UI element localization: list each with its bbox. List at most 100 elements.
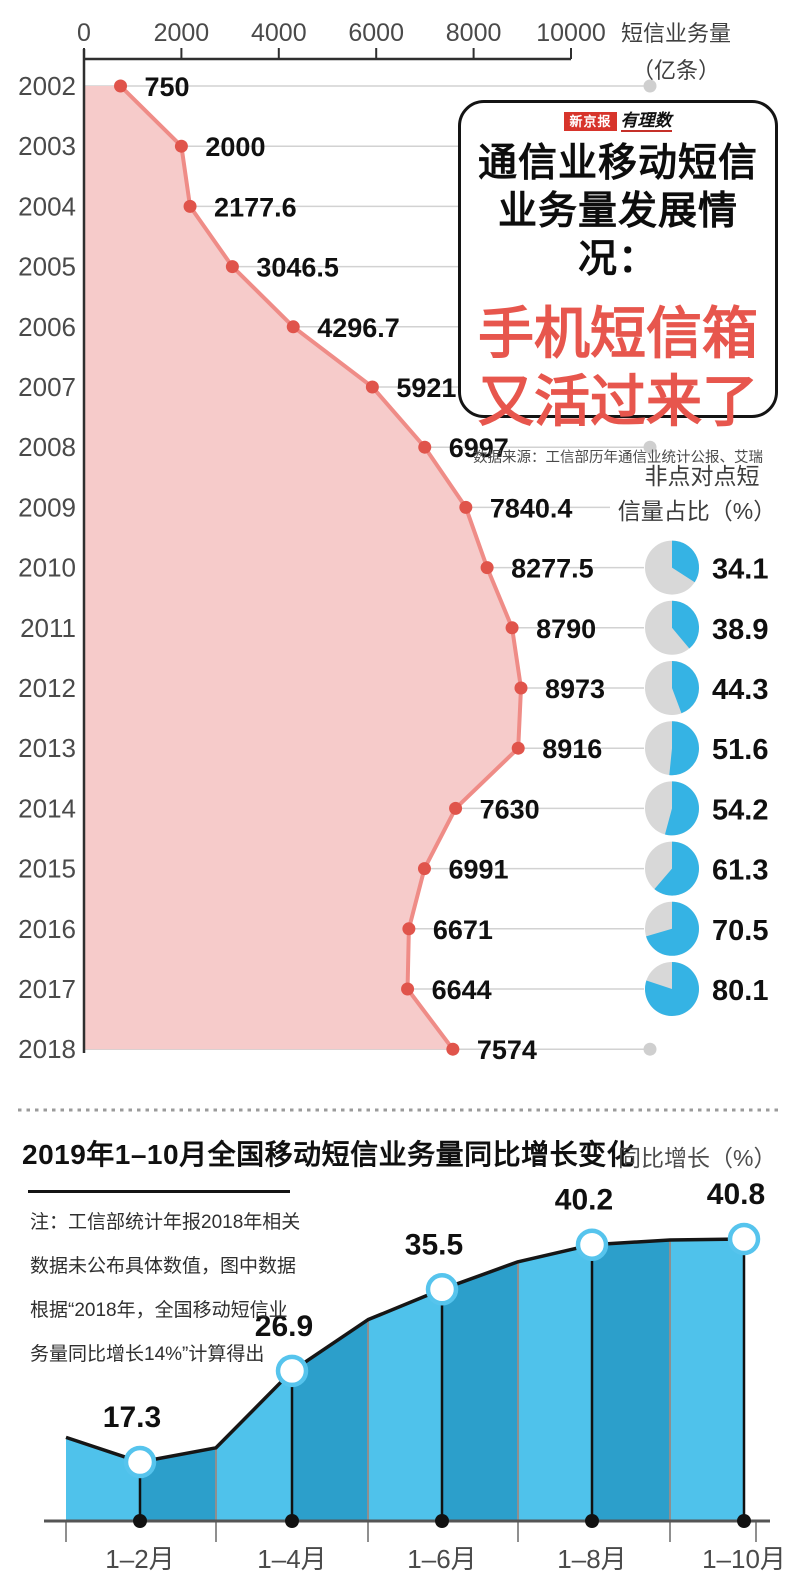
pie-slice: [669, 721, 699, 776]
pie-slice: [672, 600, 699, 649]
pie-value-label: 80.1: [712, 975, 768, 1007]
footnote-line3: 根据“2018年，全国移动短信业: [30, 1300, 288, 1321]
month-label: 1–8月: [557, 1544, 626, 1574]
growth-marker: [727, 1222, 761, 1256]
data-point: [449, 801, 463, 815]
growth-marker: [425, 1273, 459, 1306]
publisher-logo: 新京报 有理数: [461, 110, 775, 132]
value-label: 6991: [448, 855, 508, 885]
data-point: [174, 139, 188, 153]
data-point: [286, 320, 300, 334]
growth-area-slice: [368, 1289, 442, 1521]
pie-slice: [644, 962, 699, 1017]
pie-value-label: 34.1: [712, 554, 768, 586]
growth-outline: [65, 1237, 745, 1464]
axis-dot: [435, 1514, 449, 1528]
year-label: 2016: [18, 914, 76, 944]
axis-unit-label: （亿条）: [632, 58, 720, 83]
footnote-line4: 务量同比增长14%”计算得出: [30, 1344, 265, 1365]
axis-tick-label: 0: [77, 19, 91, 47]
data-point: [459, 500, 473, 514]
pie-slice: [654, 841, 700, 896]
year-label: 2005: [18, 252, 76, 282]
year-label: 2014: [18, 793, 76, 823]
footnote-line2: 数据未公布具体数值，图中数据: [30, 1256, 297, 1277]
year-label: 2008: [18, 432, 76, 462]
pie-series-label: 信量占比（%）: [618, 498, 776, 524]
pie-series-label: 非点对点短: [645, 463, 760, 489]
year-label: 2004: [18, 191, 76, 221]
note-rule: [28, 1190, 290, 1193]
chart-title-highlight: 手机短信箱 又活过来了: [461, 300, 775, 436]
axis-tick-label: 8000: [446, 19, 502, 47]
data-point: [365, 380, 379, 394]
year-label: 2017: [18, 974, 76, 1004]
value-label: 7840.4: [490, 493, 573, 523]
month-label: 1–10月: [702, 1544, 786, 1574]
data-point: [183, 199, 197, 213]
value-label: 8790: [536, 614, 596, 644]
axis-dot: [737, 1514, 751, 1528]
axis-dot: [133, 1514, 147, 1528]
growth-value-label: 35.5: [405, 1228, 463, 1261]
axis-dot: [285, 1514, 299, 1528]
chart-title-line1: 通信业移动短信: [477, 142, 758, 185]
growth-marker: [575, 1228, 609, 1261]
section2-unit-label: 同比增长（%）: [618, 1145, 777, 1171]
data-point: [225, 260, 239, 274]
growth-area-slice: [66, 1437, 140, 1521]
data-point: [446, 1042, 460, 1056]
growth-area-slice: [216, 1370, 292, 1521]
value-label: 2177.6: [214, 192, 297, 222]
section2-title: 2019年1–10月全国移动短信业务量同比增长变化: [22, 1139, 636, 1170]
growth-area-slice: [442, 1261, 518, 1521]
pie-value-label: 44.3: [712, 674, 768, 706]
sms-volume-area: [84, 86, 521, 1050]
gridline-end-dot: [643, 440, 657, 454]
growth-area-slice: [292, 1319, 368, 1521]
month-label: 1–2月: [105, 1544, 174, 1574]
pie-value-label: 51.6: [712, 734, 768, 766]
data-source: 数据来源：工信部历年通信业统计公报、艾瑞: [473, 450, 763, 466]
pie-value-label: 54.2: [712, 794, 768, 826]
publisher-logo-brand: 新京报: [564, 111, 617, 131]
value-label: 7574: [477, 1035, 537, 1065]
pie-value-label: 38.9: [712, 614, 768, 646]
value-label: 6671: [433, 915, 493, 945]
axis-tick-label: 6000: [348, 19, 404, 47]
growth-area-slice: [592, 1239, 670, 1521]
pie-slice: [664, 781, 699, 836]
axis-dot: [585, 1514, 599, 1528]
value-label: 3046.5: [256, 253, 339, 283]
pie-value-label: 61.3: [712, 855, 768, 887]
year-label: 2018: [18, 1034, 76, 1064]
year-label: 2007: [18, 372, 76, 402]
value-label: 750: [145, 72, 190, 102]
growth-area-slice: [670, 1239, 744, 1521]
axis-tick-label: 2000: [154, 19, 210, 47]
axis-tick-label: 10000: [536, 19, 606, 47]
data-point: [402, 922, 416, 936]
value-label: 5921: [396, 373, 456, 403]
year-label: 2002: [18, 71, 76, 101]
chart-title-highlight-line2: 又活过来了: [478, 370, 758, 433]
data-point: [514, 681, 528, 695]
pie-slice: [672, 540, 699, 583]
data-point: [511, 741, 525, 755]
value-label: 2000: [205, 132, 265, 162]
growth-marker: [275, 1354, 309, 1388]
year-label: 2006: [18, 312, 76, 342]
month-label: 1–4月: [257, 1544, 326, 1574]
pie-slice: [646, 901, 699, 956]
chart-title: 通信业移动短信 业务量发展情况：: [461, 140, 775, 284]
value-label: 8973: [545, 674, 605, 704]
pie-slice: [672, 661, 699, 714]
footnote: 注：工信部统计年报2018年相关 数据未公布具体数值，图中数据 根据“2018年…: [30, 1201, 360, 1377]
growth-area-slice: [140, 1447, 216, 1521]
axis-unit-label: 短信业务量: [621, 21, 731, 46]
year-label: 2012: [18, 673, 76, 703]
axis-tick-label: 4000: [251, 19, 307, 47]
data-point: [114, 79, 128, 93]
month-label: 1–6月: [407, 1544, 476, 1574]
